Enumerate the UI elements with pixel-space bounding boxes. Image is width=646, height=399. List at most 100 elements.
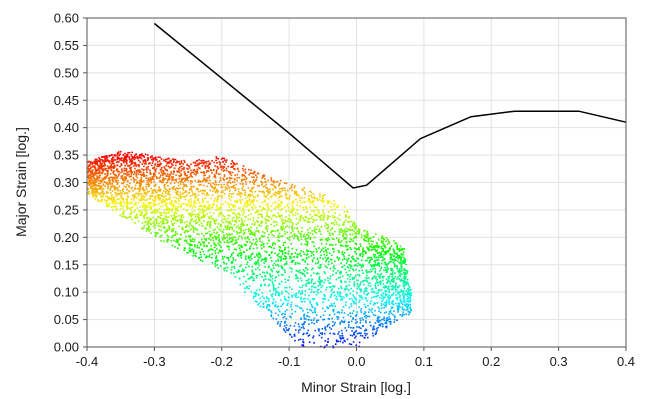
- strain-point: [120, 175, 123, 178]
- strain-point: [189, 205, 192, 207]
- strain-point: [208, 208, 210, 210]
- strain-point: [136, 216, 138, 218]
- strain-point: [314, 231, 316, 233]
- strain-point: [183, 171, 186, 173]
- strain-point: [148, 219, 151, 222]
- strain-point: [156, 165, 158, 168]
- strain-point: [164, 192, 167, 194]
- strain-point: [393, 319, 396, 321]
- strain-point: [126, 153, 128, 156]
- strain-point: [348, 306, 351, 309]
- strain-point: [319, 264, 321, 267]
- strain-point: [359, 309, 362, 312]
- strain-point: [393, 250, 395, 252]
- strain-point: [249, 241, 251, 243]
- strain-point: [217, 201, 219, 203]
- strain-point: [302, 269, 305, 271]
- strain-point: [366, 300, 368, 302]
- strain-point: [324, 222, 327, 225]
- strain-point: [290, 305, 292, 308]
- strain-point: [208, 254, 211, 256]
- strain-point: [102, 187, 105, 190]
- strain-point: [194, 197, 197, 199]
- strain-point: [311, 252, 313, 254]
- strain-point: [404, 259, 407, 261]
- strain-point: [245, 244, 248, 246]
- strain-point: [237, 255, 240, 257]
- strain-point: [185, 239, 188, 242]
- strain-point: [251, 269, 254, 272]
- strain-point: [371, 270, 373, 273]
- strain-point: [280, 255, 283, 257]
- strain-point: [406, 300, 408, 303]
- strain-point: [360, 245, 362, 247]
- strain-point: [382, 318, 384, 321]
- strain-point: [237, 271, 240, 273]
- strain-point: [404, 304, 406, 306]
- strain-point: [293, 237, 295, 240]
- strain-point: [329, 206, 332, 208]
- strain-point: [405, 313, 407, 315]
- strain-point: [116, 161, 119, 163]
- strain-point: [388, 288, 391, 291]
- strain-point: [355, 330, 357, 332]
- strain-point: [309, 300, 311, 302]
- strain-point: [201, 216, 203, 218]
- strain-point: [402, 300, 404, 303]
- strain-point: [243, 220, 246, 222]
- strain-point: [388, 320, 391, 323]
- strain-point: [105, 157, 108, 160]
- strain-point: [160, 229, 162, 232]
- strain-point: [255, 174, 257, 176]
- strain-point: [291, 288, 293, 290]
- strain-point: [406, 278, 409, 281]
- strain-point: [354, 315, 357, 317]
- strain-point: [180, 173, 182, 175]
- strain-point: [370, 237, 372, 239]
- strain-point: [154, 189, 156, 191]
- strain-point: [111, 190, 114, 192]
- strain-point: [166, 199, 168, 201]
- strain-point: [130, 207, 132, 209]
- strain-point: [214, 187, 216, 189]
- strain-point: [120, 201, 122, 203]
- strain-point: [105, 155, 108, 157]
- strain-point: [326, 200, 329, 202]
- strain-point: [372, 263, 375, 266]
- strain-point: [289, 324, 292, 327]
- strain-point: [230, 262, 233, 264]
- strain-point: [91, 163, 94, 165]
- strain-point: [158, 194, 161, 196]
- strain-point: [312, 336, 314, 339]
- strain-point: [278, 215, 280, 217]
- strain-point: [145, 208, 148, 211]
- strain-point: [255, 179, 257, 182]
- strain-point: [155, 233, 157, 236]
- strain-point: [101, 188, 103, 191]
- strain-point: [185, 178, 187, 180]
- strain-point: [202, 179, 205, 182]
- strain-point: [303, 233, 305, 236]
- strain-point: [186, 178, 188, 181]
- strain-point: [121, 174, 124, 177]
- strain-point: [163, 222, 166, 225]
- strain-point: [274, 230, 276, 233]
- strain-point: [320, 242, 323, 245]
- strain-point: [365, 298, 367, 300]
- strain-point: [213, 235, 216, 238]
- strain-point: [403, 299, 406, 302]
- strain-point: [242, 169, 245, 172]
- strain-point: [254, 196, 256, 199]
- strain-point: [129, 216, 132, 219]
- strain-point: [353, 295, 355, 298]
- strain-point: [198, 220, 201, 222]
- strain-point: [244, 216, 247, 219]
- strain-point: [371, 288, 373, 291]
- strain-point: [162, 179, 164, 181]
- strain-point: [394, 286, 397, 288]
- strain-point: [294, 192, 296, 194]
- strain-point: [303, 300, 306, 303]
- strain-point: [333, 199, 335, 202]
- strain-point: [349, 225, 352, 228]
- strain-point: [244, 172, 247, 174]
